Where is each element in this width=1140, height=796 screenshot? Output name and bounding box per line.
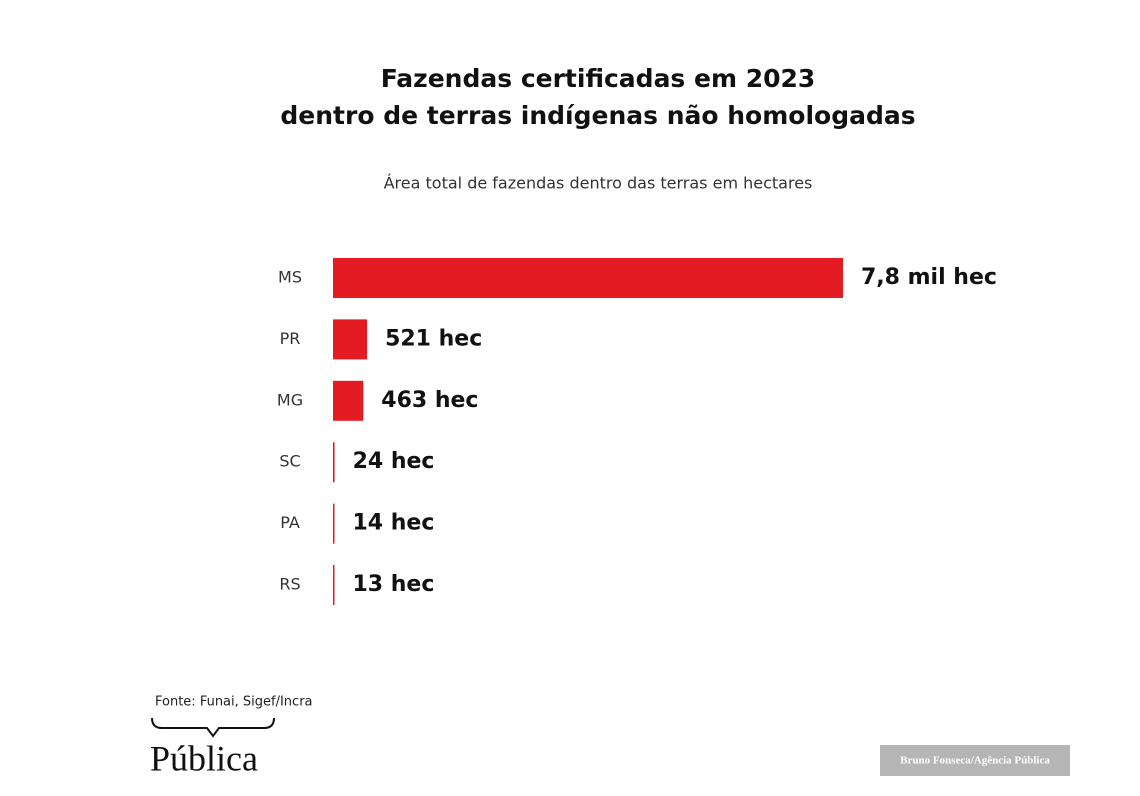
credit-box	[880, 745, 1070, 776]
value-label: 7,8 mil hec	[861, 265, 997, 290]
value-label: 463 hec	[381, 388, 478, 413]
bar	[333, 442, 335, 483]
value-label: 521 hec	[385, 326, 482, 351]
logo: Pública	[150, 738, 258, 778]
y-tick-label: RS	[279, 575, 300, 594]
y-tick-label: MG	[277, 390, 303, 409]
bar	[333, 258, 843, 298]
bar	[333, 565, 335, 605]
source: Fonte: Funai, Sigef/Incra	[155, 695, 313, 710]
chart-subtitle: Área total de fazendas dentro das terras…	[384, 174, 813, 193]
value-label: 14 hec	[353, 511, 435, 536]
credit: Bruno Fonseca/Agência Pública	[900, 755, 1050, 767]
logo-bracket	[151, 717, 275, 738]
bar	[333, 503, 335, 544]
value-label: 13 hec	[353, 572, 435, 597]
y-tick-label: PA	[280, 513, 300, 532]
y-tick-label: SC	[279, 452, 300, 471]
y-tick-label: MS	[278, 268, 302, 287]
bar	[333, 380, 364, 421]
value-label: 24 hec	[353, 449, 435, 474]
y-tick-label: PR	[280, 329, 301, 348]
chart-title: Fazendas certificadas em 2023	[381, 64, 816, 93]
chart-title: dentro de terras indígenas não homologad…	[280, 101, 915, 130]
bar	[333, 319, 368, 360]
